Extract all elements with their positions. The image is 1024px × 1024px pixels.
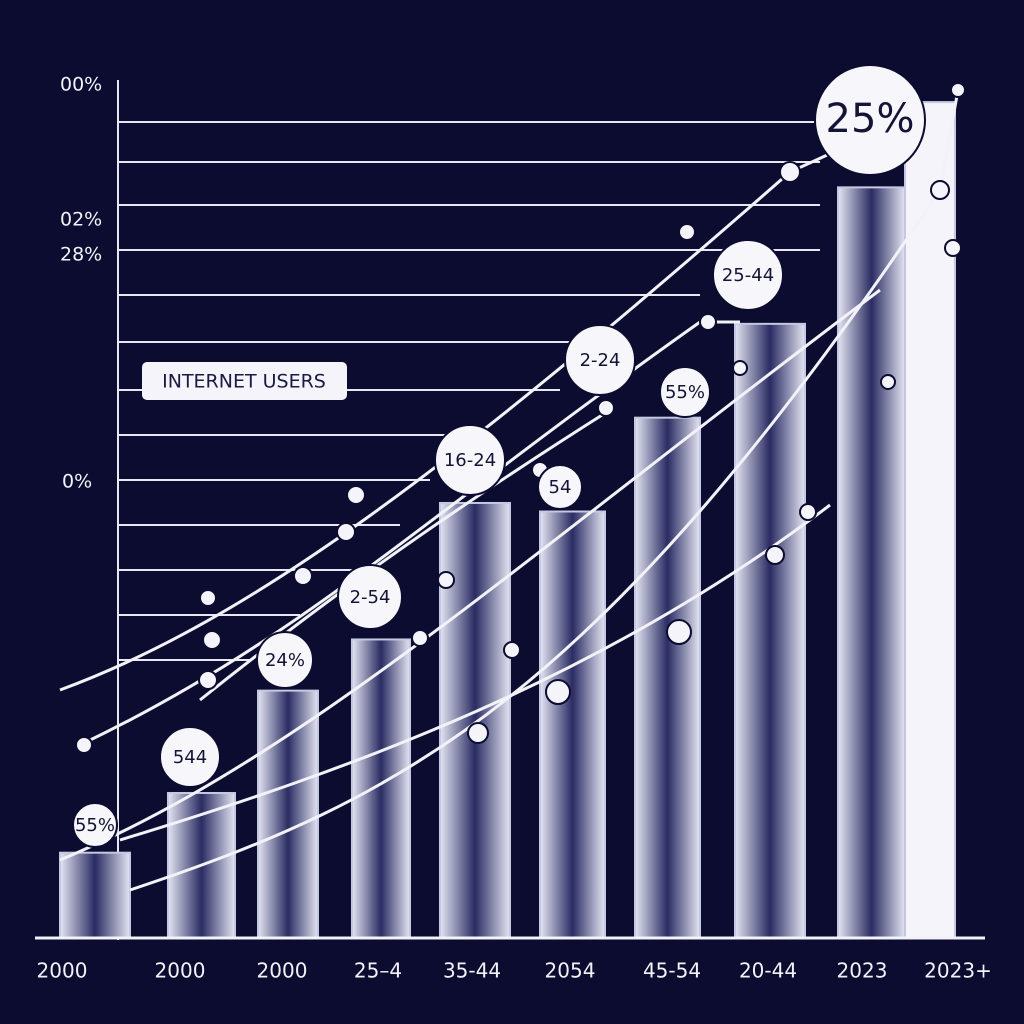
x-tick-label: 45-54 [643,959,701,983]
x-tick-label: 2000 [155,959,206,983]
chart-title: INTERNET USERS [162,371,326,393]
label-bubble [659,366,711,418]
bar [59,851,131,940]
label-bubble [159,726,221,788]
label-bubble [564,324,636,396]
bar [904,101,956,939]
label-bubble [337,564,403,630]
axis-text: 00% [60,74,102,96]
label-bubble [814,64,926,176]
annotation: 24% [265,650,305,671]
bar [734,322,806,939]
x-tick-label: 2054 [545,959,596,983]
annotation: 55% [665,382,705,403]
bar [539,510,606,939]
annotation: 2-24 [580,350,621,371]
x-tick-label: 2000 [37,959,88,983]
x-tick-label: 2000 [257,959,308,983]
annotation: 2-54 [350,587,391,608]
label-bubble [256,631,314,689]
x-tick-label: 20-44 [739,959,797,983]
bar [351,638,411,939]
label-bubble [72,802,118,848]
axis-text: 0% [62,471,92,493]
bar [634,416,701,940]
annotation: 25% [826,96,915,142]
label-bubble [434,424,506,496]
annotation: 16-24 [444,450,496,471]
x-tick-label: 35-44 [443,959,501,983]
x-tick-label: 2023+ [924,959,992,983]
bar [439,501,511,939]
trend-lines [59,89,960,892]
axis-text: 28% [60,244,102,266]
axis-text: 02% [60,209,102,231]
label-bubble [712,239,784,311]
annotation: 55% [75,815,115,836]
bar [837,186,906,940]
bar [257,689,319,939]
annotation: 25-44 [722,265,774,286]
x-tick-label: 2023 [837,959,888,983]
title-box [142,362,347,400]
label-bubble [537,464,583,510]
x-tick-label: 25–4 [354,959,402,983]
trend-dots [75,82,966,754]
annotation: 544 [173,747,207,768]
annotation: 54 [549,477,572,498]
